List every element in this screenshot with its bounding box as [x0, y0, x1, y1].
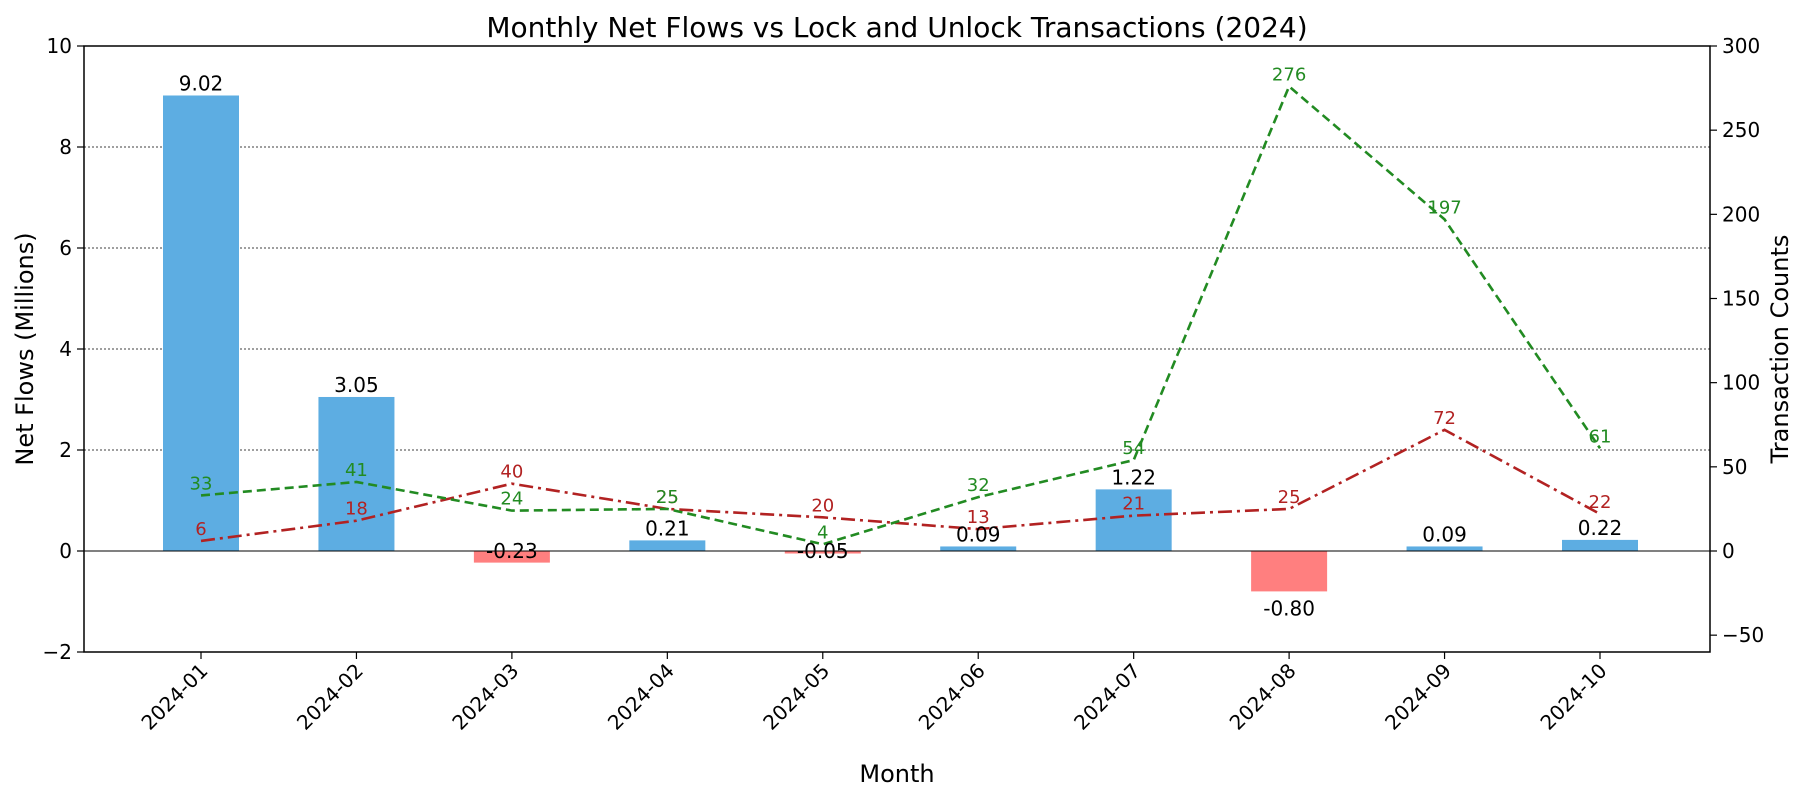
- bar: [163, 95, 239, 552]
- bar-value-label: -0.05: [797, 539, 849, 563]
- x-tick-label: 2024-09: [1380, 659, 1456, 735]
- point-label: 20: [811, 495, 834, 516]
- point-label: 24: [500, 489, 523, 510]
- x-tick-label: 2024-06: [914, 659, 990, 735]
- bar: [784, 551, 861, 554]
- point-label: 4: [817, 522, 828, 543]
- x-tick-label: 2024-10: [1535, 659, 1611, 735]
- point-label: 54: [1122, 438, 1145, 459]
- grid-layer: [84, 146, 1710, 451]
- bar: [629, 540, 706, 551]
- point-label: 18: [345, 499, 368, 520]
- point-label: 25: [656, 487, 679, 508]
- point-label: 72: [1433, 408, 1456, 429]
- point-label: 33: [190, 473, 213, 494]
- y2-axis-title: Transaction Counts: [1766, 235, 1794, 465]
- left-tick-label: −2: [43, 640, 72, 664]
- right-tick-label: 150: [1722, 287, 1760, 311]
- line-layer: [200, 84, 1602, 546]
- x-axis-title: Month: [859, 760, 934, 788]
- x-tick-label: 2024-08: [1225, 659, 1301, 735]
- point-label: 13: [967, 507, 990, 528]
- point-label: 25: [656, 487, 679, 508]
- left-tick-label: 6: [59, 236, 72, 260]
- point-label: 21: [1122, 494, 1145, 515]
- bar: [1562, 539, 1638, 551]
- right-tick-label: −50: [1722, 623, 1764, 647]
- x-tick-label: 2024-01: [136, 659, 212, 735]
- point-label: 61: [1589, 426, 1612, 447]
- left-axis: −2 0 2 4 6 8 10: [43, 34, 84, 664]
- left-tick-label: 2: [59, 438, 72, 462]
- series-line: [200, 428, 1601, 543]
- right-tick-label: 100: [1722, 371, 1760, 395]
- point-label: 276: [1272, 64, 1306, 85]
- bar-value-label: 1.22: [1111, 465, 1156, 489]
- right-axis: −50 0 50 100 150 200 250 300: [1710, 34, 1764, 647]
- left-tick-label: 0: [59, 539, 72, 563]
- point-label: 32: [967, 475, 990, 496]
- right-tick-label: 300: [1722, 34, 1760, 58]
- right-tick-label: 50: [1722, 455, 1747, 479]
- x-axis: 2024-01 2024-02 2024-03 2024-04 2024-05 2024-…: [136, 652, 1612, 735]
- bar-value-label: -0.80: [1263, 596, 1315, 620]
- series-line: [200, 84, 1602, 546]
- chart-title: Monthly Net Flows vs Lock and Unlock Tra…: [486, 11, 1307, 44]
- left-tick-label: 10: [47, 34, 72, 58]
- right-tick-label: 0: [1722, 539, 1735, 563]
- bar-value-label: 0.09: [1422, 522, 1467, 546]
- left-tick-label: 4: [59, 337, 72, 361]
- bar-layer: [163, 95, 1638, 592]
- x-tick-label: 2024-05: [758, 659, 834, 735]
- x-tick-label: 2024-03: [447, 659, 523, 735]
- right-tick-label: 200: [1722, 202, 1760, 226]
- bar: [473, 551, 550, 563]
- x-tick-label: 2024-02: [292, 659, 368, 735]
- bar: [318, 396, 395, 551]
- point-label: 40: [500, 462, 523, 483]
- left-tick-label: 8: [59, 135, 72, 159]
- bar-value-label: 0.21: [645, 516, 690, 540]
- bar-value-label: 9.02: [179, 71, 224, 95]
- bar-value-label: 0.09: [956, 522, 1001, 546]
- bar: [940, 546, 1017, 551]
- y-axis-title: Net Flows (Millions): [11, 232, 39, 465]
- bar: [1251, 551, 1328, 592]
- bar: [1406, 546, 1483, 551]
- point-label: 22: [1589, 492, 1612, 513]
- x-tick-label: 2024-04: [603, 659, 679, 735]
- point-label: 197: [1427, 197, 1461, 218]
- right-tick-label: 250: [1722, 118, 1760, 142]
- point-label: 41: [345, 460, 368, 481]
- point-label: 25: [1278, 487, 1301, 508]
- bar-value-label: -0.23: [486, 539, 538, 563]
- x-tick-label: 2024-07: [1069, 659, 1145, 735]
- bar-value-label: 0.22: [1578, 516, 1623, 540]
- point-label: 6: [195, 519, 206, 540]
- label-layer: 9.02 3.05 -0.23 0.21 -0.05 0.09 1.22 -0.80 0.09 0…: [179, 64, 1623, 620]
- bar: [1095, 489, 1172, 551]
- bar-value-label: 3.05: [334, 373, 379, 397]
